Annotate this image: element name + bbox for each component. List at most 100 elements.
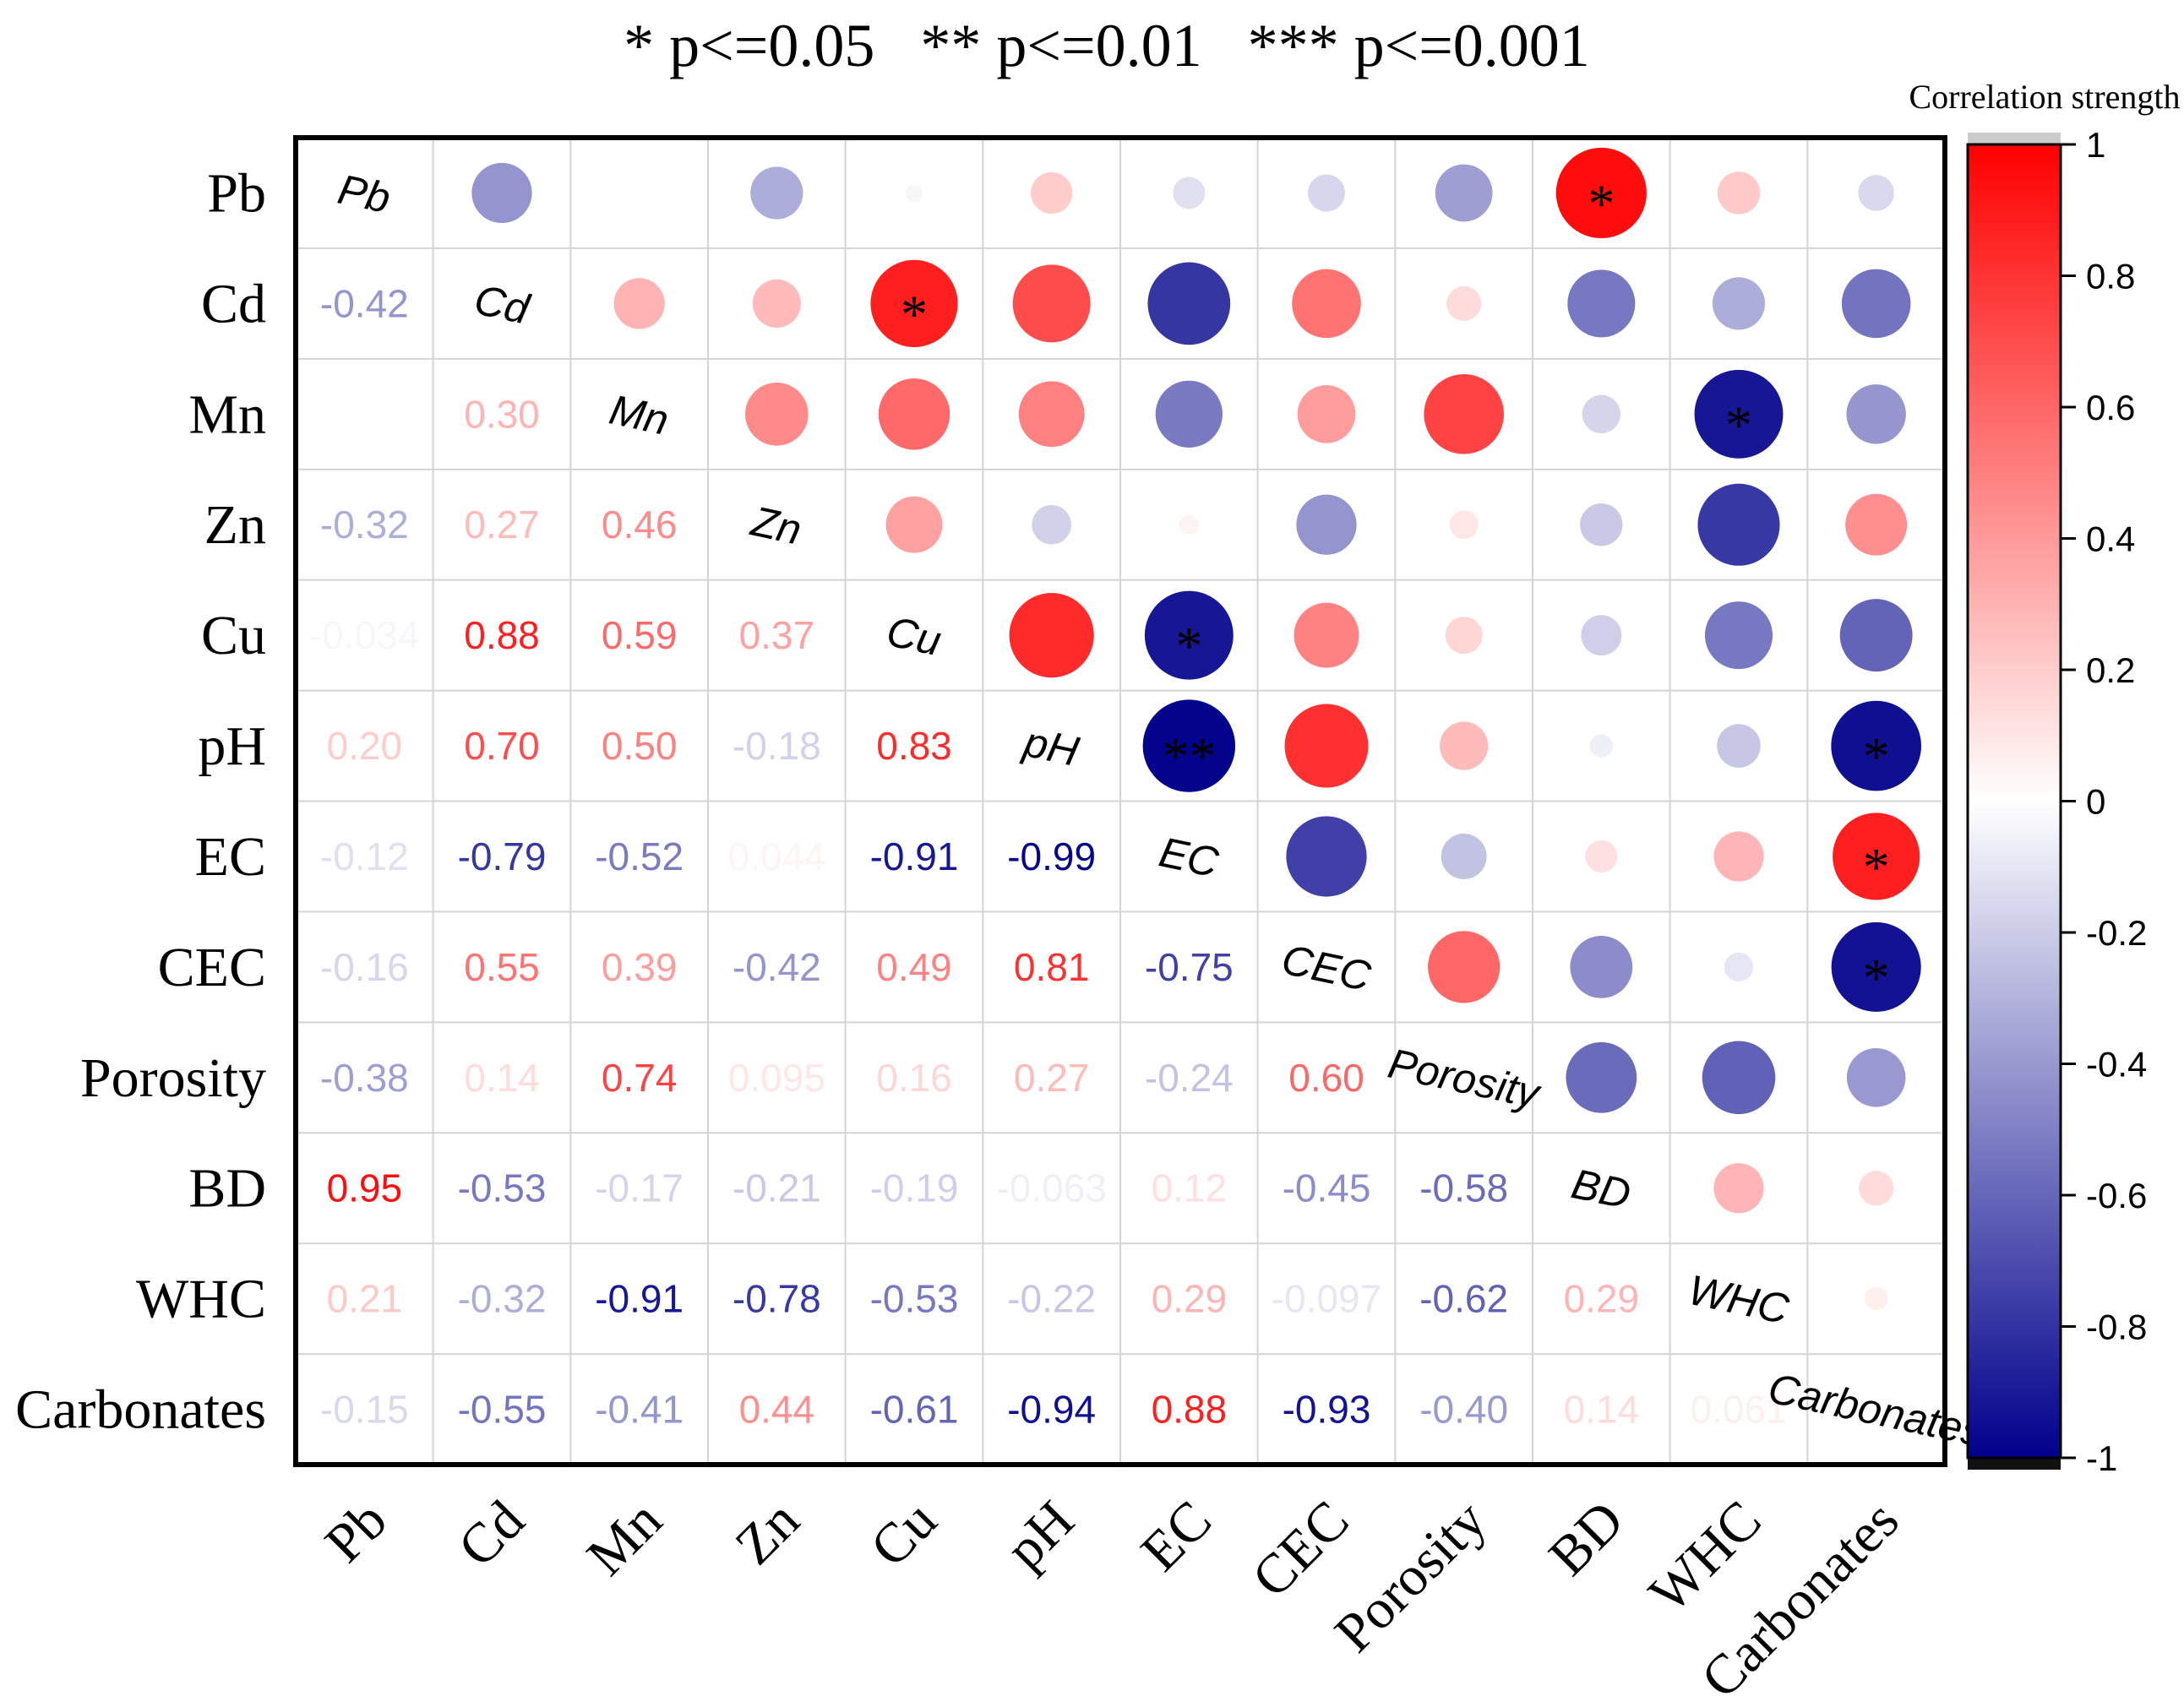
correlation-value-label: -0.063 [996, 1166, 1106, 1210]
x-tick-label: Pb [313, 1489, 399, 1574]
correlation-value-label: 0.095 [728, 1056, 825, 1100]
correlation-value-label: -0.41 [595, 1388, 684, 1432]
correlation-value-label: -0.32 [320, 503, 409, 546]
correlation-circle [1694, 369, 1784, 459]
correlation-value-label: 0.60 [1288, 1056, 1364, 1100]
correlation-circle [1147, 262, 1231, 345]
correlation-value-label: -0.53 [870, 1277, 959, 1321]
correlation-value-label: -0.45 [1283, 1166, 1371, 1210]
colorbar-tick-label: 1 [2086, 125, 2105, 165]
y-tick-label: BD [188, 1158, 266, 1220]
correlation-value-label: -0.79 [458, 834, 547, 878]
colorbar-gradient [1966, 143, 2062, 1460]
x-tick-label: Cu [859, 1489, 949, 1579]
correlation-value-label: -0.24 [1145, 1056, 1234, 1100]
correlation-value-label: -0.15 [320, 1388, 409, 1432]
correlation-value-label: 0.29 [1564, 1277, 1640, 1321]
correlation-circle [745, 382, 809, 446]
diagonal-label: Zn [747, 497, 806, 554]
correlation-value-label: 0.46 [602, 503, 678, 546]
correlation-value-label: -0.99 [1007, 834, 1096, 878]
correlation-value-label: -0.52 [595, 834, 684, 878]
correlation-value-label: 0.74 [602, 1056, 678, 1100]
correlation-circle [885, 496, 943, 553]
correlation-value-label: -0.62 [1419, 1277, 1508, 1321]
correlation-circle [1846, 384, 1906, 444]
correlation-circle [878, 378, 950, 450]
correlation-circle [1712, 277, 1766, 330]
correlation-circle [1435, 164, 1493, 222]
diagonal-label: Porosity [1384, 1040, 1545, 1118]
correlation-circle [1566, 1041, 1637, 1113]
correlation-circle [1308, 174, 1345, 212]
correlation-value-label: 0.21 [327, 1277, 403, 1321]
correlation-value-label: 0.16 [876, 1056, 952, 1100]
significance-marker: * [1175, 616, 1202, 676]
correlation-circle [870, 259, 958, 347]
correlation-circle [1839, 599, 1913, 672]
correlation-circle [1581, 615, 1622, 656]
correlation-circle [1555, 147, 1647, 239]
x-tick-label: BD [1537, 1489, 1635, 1587]
correlation-value-label: -0.18 [733, 724, 821, 768]
correlation-value-label: -0.40 [1419, 1388, 1508, 1432]
correlation-circle [1284, 704, 1369, 788]
cells-layer: Pb * -0.42 Cd * 0.30 Mn * -0.32 0.27 0.46 Zn -0.034 0… [309, 147, 1988, 1456]
diagonal-label: pH [1018, 718, 1083, 776]
x-tick-label: EC [1130, 1489, 1223, 1583]
significance-marker: ** [1162, 726, 1216, 786]
correlation-circle [1173, 177, 1206, 209]
correlation-value-label: -0.19 [870, 1166, 959, 1210]
x-tick-label: pH [994, 1489, 1087, 1581]
correlation-value-label: 0.14 [1564, 1388, 1640, 1432]
correlation-value-label: 0.044 [728, 834, 825, 878]
correlation-value-label: 0.55 [464, 945, 540, 989]
correlation-circle [1297, 384, 1356, 443]
correlation-value-label: 0.88 [464, 613, 540, 657]
significance-marker: * [1863, 726, 1890, 786]
correlation-value-label: -0.93 [1283, 1388, 1371, 1432]
x-tick-label: Zn [723, 1489, 810, 1576]
colorbar-tick-label: 0.6 [2086, 388, 2135, 427]
correlation-value-label: -0.21 [733, 1166, 821, 1210]
diagonal-label: Pb [334, 166, 394, 222]
diagonal-label: Cd [471, 275, 535, 334]
correlation-value-label: 0.49 [876, 945, 952, 989]
correlation-value-label: 0.81 [1014, 945, 1090, 989]
correlation-circle [1155, 380, 1223, 448]
correlation-circle [1449, 510, 1479, 540]
correlation-value-label: -0.17 [595, 1166, 684, 1210]
colorbar-tick-label: 0.4 [2086, 519, 2135, 559]
correlation-circle [1831, 700, 1921, 791]
correlation-value-label: -0.78 [733, 1277, 821, 1321]
correlation-value-label: -0.58 [1419, 1166, 1508, 1210]
correlation-value-label: 0.061 [1690, 1388, 1787, 1432]
y-tick-label: Mn [188, 383, 266, 445]
colorbar-tick-label: -0.6 [2086, 1176, 2147, 1215]
correlation-value-label: 0.14 [464, 1056, 540, 1100]
correlation-value-label: -0.91 [870, 834, 959, 878]
diagonal-label: CEC [1277, 935, 1375, 1000]
correlation-value-label: 0.37 [739, 613, 815, 657]
correlation-circle [1858, 175, 1894, 211]
colorbar-tick-label: 0.8 [2086, 257, 2135, 296]
correlation-circle [1032, 504, 1071, 545]
correlation-circle [1580, 503, 1623, 546]
correlation-circle [1424, 373, 1504, 454]
colorbar-cap-top [1968, 133, 2061, 144]
correlation-circle [471, 162, 532, 224]
correlation-circle [1292, 269, 1361, 339]
correlation-value-label: 0.83 [876, 724, 952, 768]
correlation-circle [1582, 394, 1621, 433]
correlation-value-label: -0.94 [1007, 1388, 1096, 1432]
correlation-value-label: 0.12 [1152, 1166, 1228, 1210]
correlation-circle [1713, 1163, 1764, 1214]
x-tick-label: CEC [1240, 1489, 1360, 1609]
correlation-circle [1841, 269, 1911, 339]
chart-title: * p<=0.05 ** p<=0.01 *** p<=0.001 [624, 12, 1590, 79]
colorbar-tick-label: 0 [2086, 782, 2105, 822]
correlation-circle [1142, 699, 1236, 792]
correlation-value-label: -0.034 [309, 613, 419, 657]
correlation-circle [1031, 171, 1073, 215]
correlation-circle [613, 278, 665, 329]
